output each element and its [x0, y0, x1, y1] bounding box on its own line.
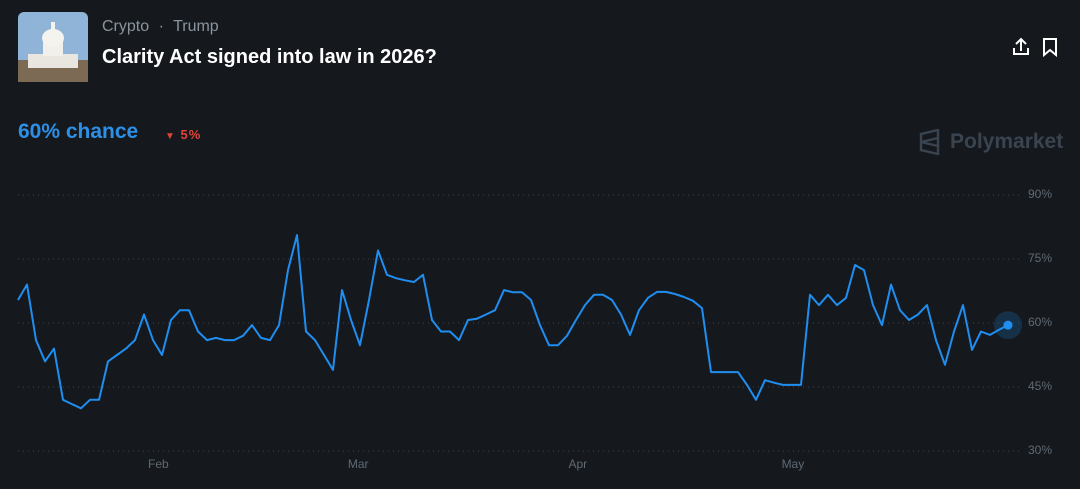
- price-line: [17, 234, 1009, 410]
- market-title: Clarity Act signed into law in 2026?: [102, 46, 437, 68]
- x-tick-label: May: [782, 457, 805, 471]
- y-tick-label: 75%: [1028, 251, 1052, 265]
- x-tick-label: Apr: [568, 457, 587, 471]
- x-tick-label: Feb: [148, 457, 169, 471]
- chance: 60% chance: [18, 120, 139, 143]
- y-tick-label: 90%: [1028, 187, 1052, 201]
- share-button[interactable]: [1013, 37, 1029, 55]
- actions: [1013, 37, 1057, 58]
- y-tick-label: 60%: [1028, 315, 1052, 329]
- breadcrumbs: Crypto · Trump: [102, 18, 219, 36]
- x-tick-label: Mar: [348, 457, 369, 471]
- change-value: 5%: [180, 127, 202, 142]
- brand: Polymarket: [950, 130, 1064, 153]
- change: ▼ 5%: [165, 127, 202, 142]
- endpoint: [1003, 320, 1013, 330]
- market-image: [18, 12, 88, 82]
- separator: ·: [158, 18, 164, 35]
- y-tick-label: 45%: [1028, 379, 1052, 393]
- tag[interactable]: Trump: [173, 18, 219, 35]
- category[interactable]: Crypto: [102, 18, 150, 35]
- brand-logo: [919, 129, 940, 155]
- y-tick-label: 30%: [1028, 443, 1052, 457]
- bookmark-button[interactable]: [1043, 38, 1057, 58]
